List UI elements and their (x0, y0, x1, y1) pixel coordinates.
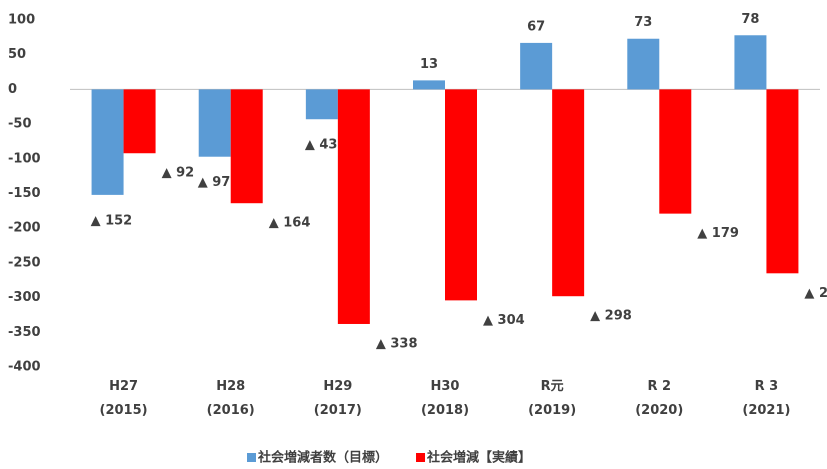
data-label: ▲ 97 (198, 175, 231, 190)
data-label: ▲ 92 (162, 166, 195, 181)
bar (305, 89, 338, 120)
bar (520, 42, 553, 90)
bar (230, 89, 263, 204)
y-tick-label: -250 (8, 255, 41, 270)
y-tick-label: -50 (8, 117, 32, 132)
x-tick-label: H30 (2018) (420, 379, 470, 418)
bar (766, 89, 799, 274)
data-label: ▲ 265 (804, 286, 827, 301)
y-tick-label: -300 (8, 290, 41, 305)
data-label: ▲ 298 (590, 309, 632, 324)
bar (198, 89, 231, 157)
y-tick-label: 100 (8, 13, 35, 28)
bar (734, 35, 767, 90)
bar (91, 89, 124, 195)
bar (413, 80, 445, 90)
data-label: 78 (741, 12, 759, 27)
data-label: 67 (527, 19, 545, 34)
x-tick-label: R 2 (2020) (635, 379, 684, 418)
legend-label: 社会増減者数（目標） (257, 450, 388, 466)
x-tick-label: R 3 (2021) (742, 379, 791, 418)
data-label: ▲ 338 (376, 336, 418, 351)
y-tick-label: -400 (8, 360, 41, 375)
legend-label: 社会増減【実績】 (426, 450, 531, 466)
data-label: 73 (634, 15, 652, 30)
x-tick-label: H28 (2016) (206, 379, 255, 418)
data-label: ▲ 179 (697, 226, 739, 241)
y-tick-label: -150 (8, 186, 41, 201)
y-tick-label: -350 (8, 325, 41, 340)
y-tick-label: -200 (8, 221, 41, 236)
bar (627, 38, 660, 90)
data-label: ▲ 152 (91, 213, 133, 228)
data-label: 13 (420, 57, 438, 72)
data-label: ▲ 164 (269, 216, 311, 231)
legend-swatch (247, 453, 256, 462)
data-label: ▲ 43 (305, 138, 338, 153)
y-tick-label: 50 (8, 47, 26, 62)
data-label: ▲ 304 (483, 313, 525, 328)
x-tick-label: R元 (2019) (528, 379, 577, 418)
bar (445, 89, 477, 301)
bar (123, 89, 156, 154)
legend-swatch (416, 453, 426, 462)
y-tick-label: -100 (8, 151, 41, 166)
x-tick-label: H27 (2015) (99, 379, 148, 418)
x-tick-label: H29 (2017) (313, 379, 362, 418)
bar (337, 89, 370, 324)
bar (552, 89, 585, 297)
bar (659, 89, 692, 214)
y-tick-label: 0 (8, 82, 17, 97)
